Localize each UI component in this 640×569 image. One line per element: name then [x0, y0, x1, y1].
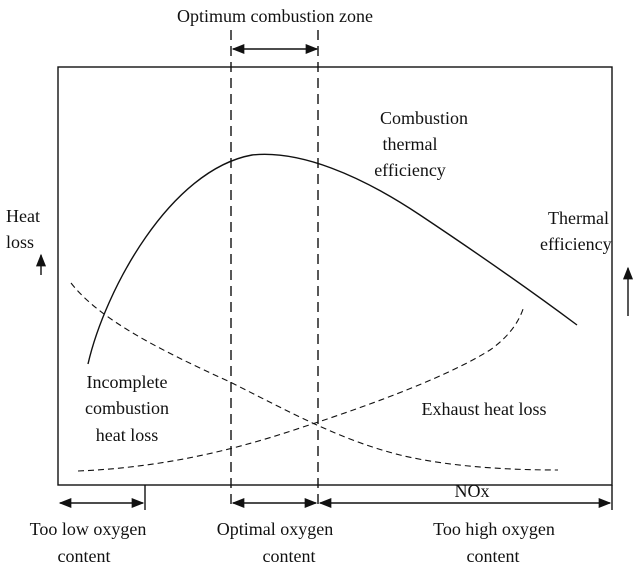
exhaust-loss-label: Exhaust heat loss	[422, 399, 547, 419]
heat-loss-axis-line2: loss	[6, 232, 34, 252]
optimal-oxygen-label-line2: content	[263, 546, 316, 566]
heat-loss-axis-line1: Heat	[6, 206, 40, 226]
low-oxygen-label-line2: content	[58, 546, 111, 566]
incomplete-loss-label-line1: Incomplete	[87, 372, 168, 392]
exhaust-loss-curve	[77, 305, 525, 472]
chart-frame	[57, 66, 613, 486]
thermal-efficiency-axis-line1: Thermal	[548, 208, 609, 228]
optimal-oxygen-label-line1: Optimal oxygen	[217, 519, 333, 539]
high-oxygen-label-line1: Too high oxygen	[433, 519, 555, 539]
efficiency-curve	[87, 153, 578, 365]
optimum-zone-label: Optimum combustion zone	[177, 6, 373, 26]
incomplete-loss-label-line2: combustion	[85, 398, 169, 418]
incomplete-loss-curve	[70, 282, 559, 471]
efficiency-curve-label-line3: efficiency	[374, 160, 446, 180]
efficiency-curve-label-line2: thermal	[383, 134, 438, 154]
nox-label: NOx	[455, 481, 490, 501]
incomplete-loss-label-line3: heat loss	[96, 425, 159, 445]
low-oxygen-label-line1: Too low oxygen	[30, 519, 147, 539]
efficiency-curve-label-line1: Combustion	[380, 108, 468, 128]
thermal-efficiency-axis-line2: efficiency	[540, 234, 612, 254]
high-oxygen-label-line2: content	[467, 546, 520, 566]
